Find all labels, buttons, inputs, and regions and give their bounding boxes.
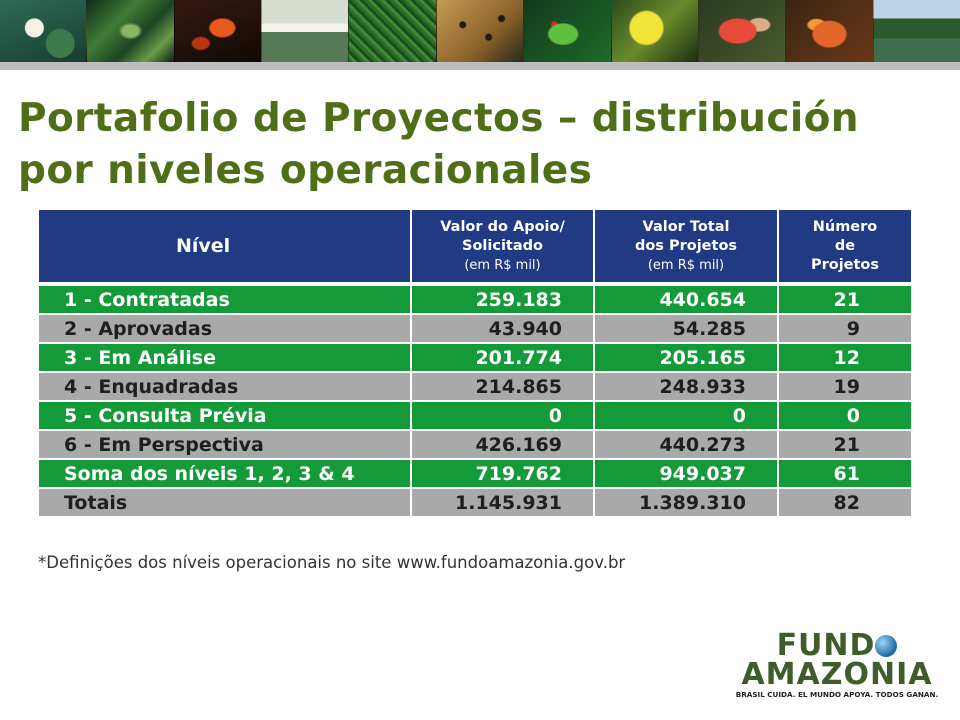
table-row: 2 - Aprovadas 43.940 54.285 9 (37, 313, 913, 344)
page-title: Portafolio de Proyectos – distribución p… (18, 93, 948, 197)
table-row: Totais 1.145.931 1.389.310 82 (37, 487, 913, 518)
projects-table: Nível Valor do Apoio/ Solicitado (em R$ … (37, 208, 913, 518)
river-forest-photo (872, 0, 960, 62)
header-valor-apoio-line2: Solicitado (462, 237, 543, 254)
row-valor-apoio: 214.865 (410, 371, 595, 402)
yellow-flower-photo (610, 0, 698, 62)
orange-flower-photo (173, 0, 262, 62)
header-numero-line1: Número (812, 218, 878, 235)
row-nivel: 1 - Contratadas (37, 282, 412, 315)
header-valor-apoio-unit: (em R$ mil) (464, 257, 541, 273)
title-line-1: Portafolio de Proyectos – distribución (18, 96, 859, 141)
row-valor-apoio: 426.169 (410, 429, 595, 460)
row-valor-total: 54.285 (593, 313, 779, 344)
row-nivel: Totais (37, 487, 412, 518)
row-valor-total: 1.389.310 (593, 487, 779, 518)
table-row: 5 - Consulta Prévia 0 0 0 (37, 400, 913, 431)
row-valor-total: 248.933 (593, 371, 779, 402)
row-valor-apoio: 0 (410, 400, 595, 431)
row-nivel: 3 - Em Análise (37, 342, 412, 373)
row-numero: 0 (777, 400, 913, 431)
row-nivel: 4 - Enquadradas (37, 371, 412, 402)
row-valor-apoio: 201.774 (410, 342, 595, 373)
title-line-2: por niveles operacionales (18, 148, 593, 193)
header-valor-total-line2: dos Projetos (634, 237, 738, 254)
row-numero: 21 (777, 429, 913, 460)
row-valor-total: 949.037 (593, 458, 779, 489)
river-house-photo (261, 0, 349, 62)
logo-line-1: FUND (730, 631, 944, 661)
fundo-amazonia-logo: FUND AMAZONIA BRASIL CUIDA. EL MUNDO APO… (730, 631, 944, 704)
header-valor-apoio-line1: Valor do Apoio/ (440, 218, 565, 235)
footnote: *Definições dos níveis operacionais no s… (38, 553, 626, 572)
row-numero: 61 (777, 458, 913, 489)
table-header-row: Nível Valor do Apoio/ Solicitado (em R$ … (37, 208, 913, 285)
row-nivel: 6 - Em Perspectiva (37, 429, 412, 460)
orange-snake-photo (785, 0, 873, 62)
row-valor-apoio: 719.762 (410, 458, 595, 489)
red-monkey-photo (697, 0, 786, 62)
banner-divider (0, 62, 960, 70)
row-numero: 82 (777, 487, 913, 518)
header-numero: Número de Projetos (777, 208, 913, 285)
ocelot-photo (435, 0, 524, 62)
photo-banner (0, 0, 960, 62)
table-row: 6 - Em Perspectiva 426.169 440.273 21 (37, 429, 913, 460)
row-valor-apoio: 1.145.931 (410, 487, 595, 518)
row-numero: 19 (777, 371, 913, 402)
water-lily-photo (0, 0, 87, 62)
row-numero: 9 (777, 313, 913, 344)
header-valor-total-line1: Valor Total (642, 218, 730, 235)
row-nivel: Soma dos níveis 1, 2, 3 & 4 (37, 458, 412, 489)
table-row: 4 - Enquadradas 214.865 248.933 19 (37, 371, 913, 402)
table-row: 3 - Em Análise 201.774 205.165 12 (37, 342, 913, 373)
row-valor-total: 440.273 (593, 429, 779, 460)
row-valor-total: 440.654 (593, 282, 779, 315)
row-nivel: 5 - Consulta Prévia (37, 400, 412, 431)
green-frog-photo (523, 0, 611, 62)
leaves-photo (86, 0, 174, 62)
row-valor-apoio: 259.183 (410, 282, 595, 315)
row-nivel: 2 - Aprovadas (37, 313, 412, 344)
table-row: Soma dos níveis 1, 2, 3 & 4 719.762 949.… (37, 458, 913, 489)
header-numero-line3: Projetos (810, 256, 880, 273)
logo-tagline: BRASIL CUIDA. EL MUNDO APOYA. TODOS GANA… (735, 690, 939, 699)
globe-icon (875, 635, 898, 657)
logo-fund-text: FUND (776, 628, 876, 663)
row-valor-total: 205.165 (593, 342, 779, 373)
header-valor-total: Valor Total dos Projetos (em R$ mil) (593, 208, 779, 285)
header-valor-apoio: Valor do Apoio/ Solicitado (em R$ mil) (410, 208, 595, 285)
header-nivel: Nível (37, 208, 412, 285)
forest-canopy-photo (348, 0, 436, 62)
logo-line-2: AMAZONIA (741, 657, 933, 692)
table-row: 1 - Contratadas 259.183 440.654 21 (37, 282, 913, 315)
header-valor-total-unit: (em R$ mil) (647, 257, 725, 273)
row-valor-apoio: 43.940 (410, 313, 595, 344)
row-numero: 21 (777, 282, 913, 315)
header-numero-line2: de (834, 237, 856, 254)
row-numero: 12 (777, 342, 913, 373)
row-valor-total: 0 (593, 400, 779, 431)
